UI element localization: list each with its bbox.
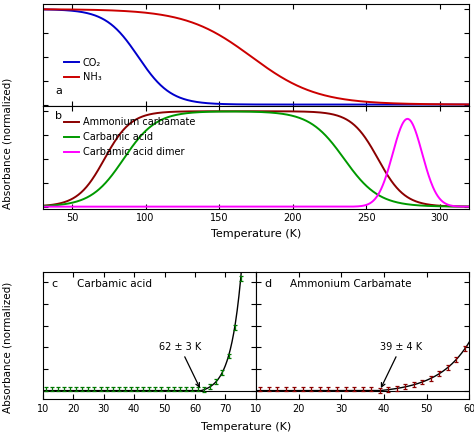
Text: Carbamic acid: Carbamic acid <box>77 279 152 289</box>
X-axis label: Temperature (K): Temperature (K) <box>211 229 301 239</box>
Text: b: b <box>55 111 63 121</box>
Legend: CO₂, NH₃: CO₂, NH₃ <box>60 54 105 86</box>
Text: 39 ± 4 K: 39 ± 4 K <box>380 342 422 387</box>
Legend: Ammonium carbamate, Carbamic acid, Carbamic acid dimer: Ammonium carbamate, Carbamic acid, Carba… <box>60 113 199 161</box>
Text: Absorbance (normalized): Absorbance (normalized) <box>2 282 12 413</box>
Text: Absorbance (normalized): Absorbance (normalized) <box>2 78 12 209</box>
Text: Temperature (K): Temperature (K) <box>201 422 292 432</box>
Text: c: c <box>51 279 57 289</box>
Text: Ammonium Carbamate: Ammonium Carbamate <box>290 279 411 289</box>
Text: d: d <box>264 279 272 289</box>
Text: 62 ± 3 K: 62 ± 3 K <box>159 342 201 387</box>
Text: a: a <box>55 86 63 96</box>
